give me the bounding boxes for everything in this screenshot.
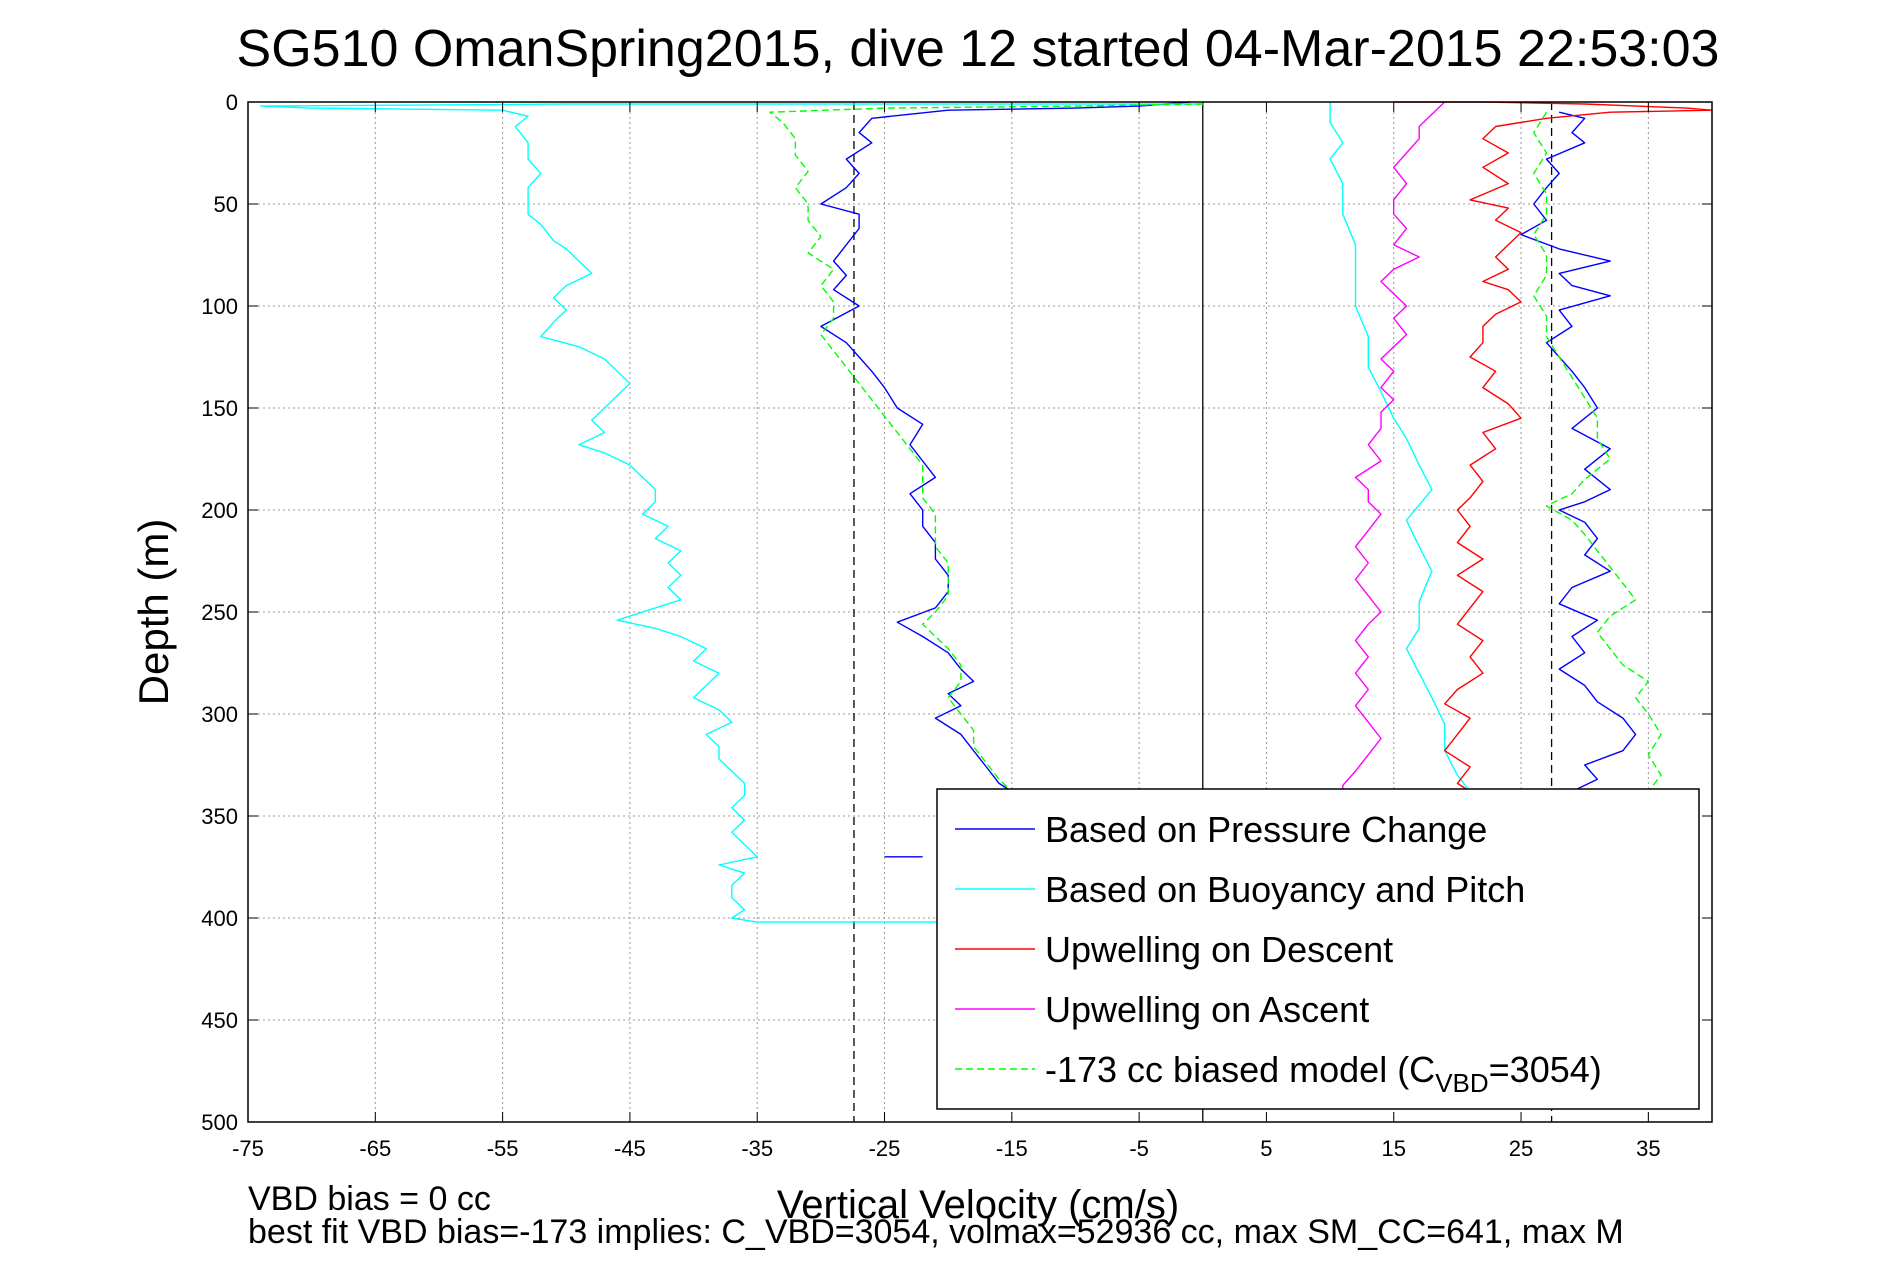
footer-vbd-bias: VBD bias = 0 cc xyxy=(248,1180,491,1218)
plot-series xyxy=(260,101,1713,923)
x-tick-label-4: -35 xyxy=(741,1136,773,1161)
legend-label-4: -173 cc biased model (CVBD=3054) xyxy=(1045,1049,1602,1098)
x-tick-label-5: -25 xyxy=(869,1136,901,1161)
y-tick-label-2: 100 xyxy=(201,294,238,319)
series-line-3 xyxy=(260,103,1203,923)
x-tick-label-2: -55 xyxy=(487,1136,519,1161)
legend-label-3: Upwelling on Ascent xyxy=(1045,989,1369,1030)
series-line-8 xyxy=(1533,111,1662,792)
x-tick-label-11: 35 xyxy=(1636,1136,1660,1161)
x-axis-label: Vertical Velocity (cm/s) xyxy=(777,1183,1179,1227)
y-tick-label-1: 50 xyxy=(214,192,238,217)
series-line-5 xyxy=(1393,101,1713,793)
series-line-0 xyxy=(820,101,1191,793)
y-tick-label-8: 400 xyxy=(201,906,238,931)
x-tick-label-8: 5 xyxy=(1260,1136,1272,1161)
y-axis-ticks: 0 50 100 150 200 250 300 350 400 450 500 xyxy=(201,90,1712,1135)
y-tick-label-6: 300 xyxy=(201,702,238,727)
legend-label-2: Upwelling on Descent xyxy=(1045,929,1393,970)
y-tick-label-0: 0 xyxy=(226,90,238,115)
legend: Based on Pressure Change Based on Buoyanc… xyxy=(936,788,1700,1110)
x-tick-label-9: 15 xyxy=(1381,1136,1405,1161)
y-tick-label-3: 150 xyxy=(201,396,238,421)
y-axis-label: Depth (m) xyxy=(130,519,177,706)
x-tick-label-7: -5 xyxy=(1129,1136,1149,1161)
y-tick-label-5: 250 xyxy=(201,600,238,625)
series-line-7 xyxy=(769,103,1203,793)
footer-best-fit: best fit VBD bias=-173 implies: C_VBD=30… xyxy=(248,1213,1624,1251)
chart-title: SG510 OmanSpring2015, dive 12 started 04… xyxy=(237,20,1720,78)
x-axis-ticks: -75 -65 -55 -45 -35 -25 -15 -5 5 15 25 35 xyxy=(232,102,1661,1161)
y-tick-label-10: 500 xyxy=(201,1110,238,1135)
x-tick-label-1: -65 xyxy=(359,1136,391,1161)
series-line-4 xyxy=(1329,102,1471,792)
y-tick-label-4: 200 xyxy=(201,498,238,523)
y-tick-label-9: 450 xyxy=(201,1008,238,1033)
x-tick-label-3: -45 xyxy=(614,1136,646,1161)
series-line-1 xyxy=(1520,111,1637,793)
x-tick-label-0: -75 xyxy=(232,1136,264,1161)
legend-label-1: Based on Buoyancy and Pitch xyxy=(1045,869,1525,910)
legend-box xyxy=(936,788,1700,1110)
y-tick-label-7: 350 xyxy=(201,804,238,829)
x-tick-label-10: 25 xyxy=(1509,1136,1533,1161)
x-tick-label-6: -15 xyxy=(996,1136,1028,1161)
series-line-6 xyxy=(1342,101,1446,792)
legend-label-0: Based on Pressure Change xyxy=(1045,809,1487,850)
